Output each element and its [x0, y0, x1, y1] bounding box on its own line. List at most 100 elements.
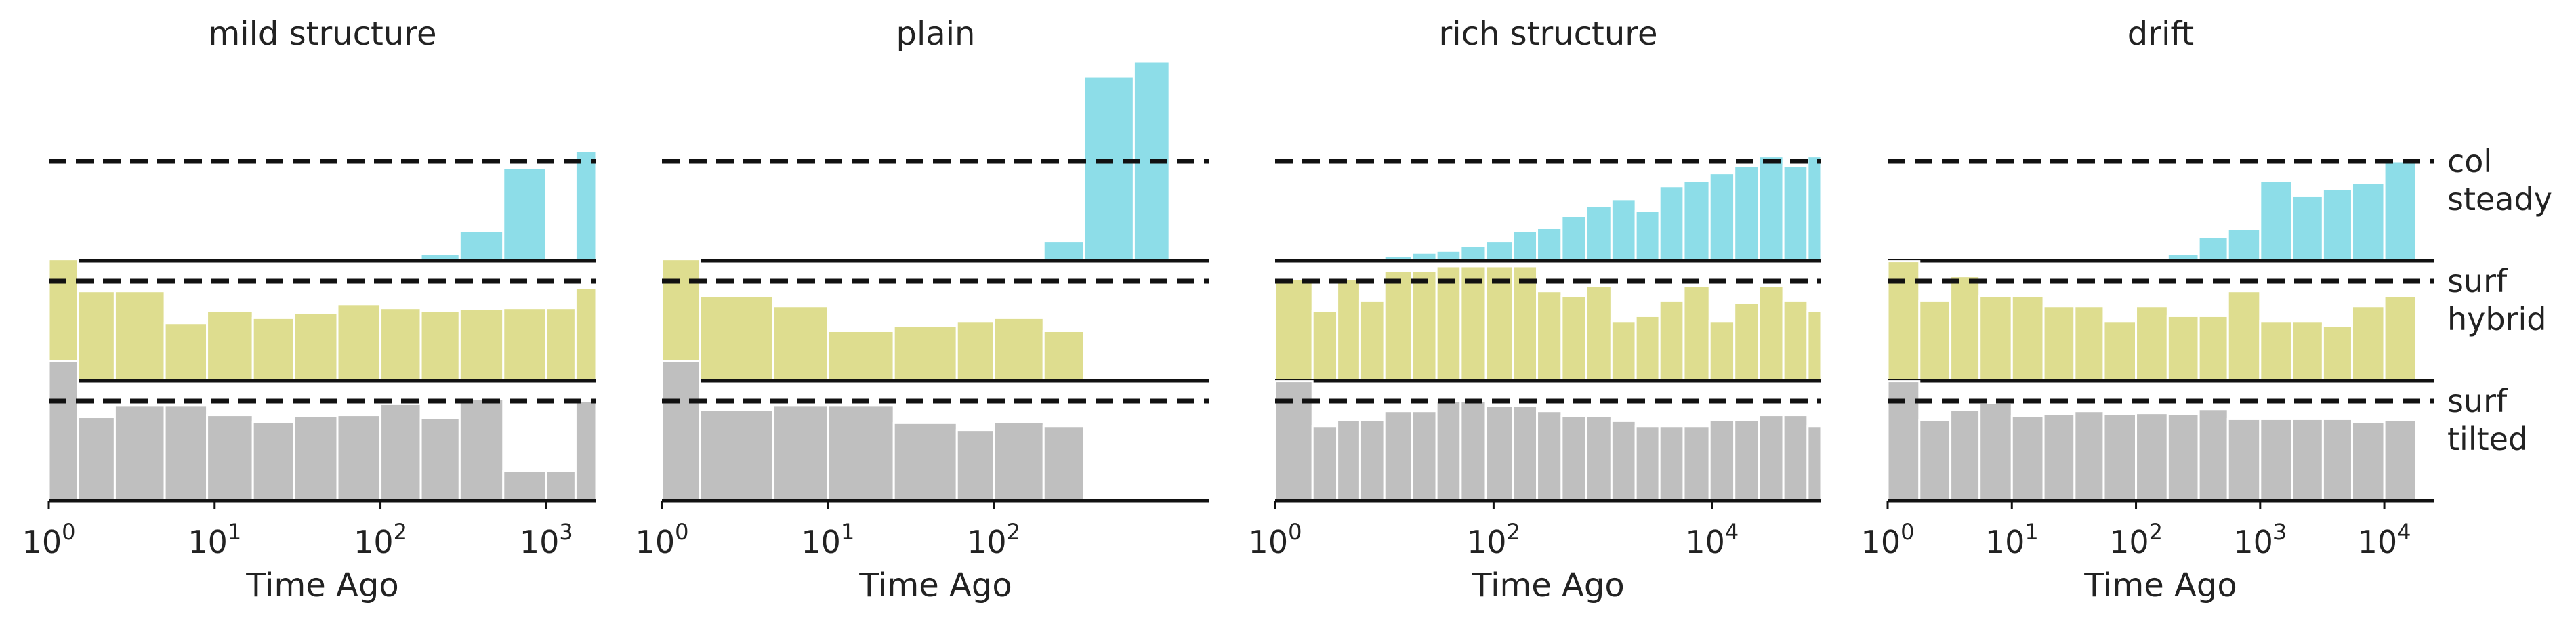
bar-col: [1512, 230, 1539, 262]
bar-tilted: [113, 404, 166, 502]
bar-hybrid: [1274, 278, 1314, 382]
bar-tilted: [1634, 425, 1661, 502]
bar-hybrid: [2226, 290, 2262, 382]
bar-tilted: [1484, 404, 1514, 502]
bar-tilted: [1560, 415, 1587, 502]
bar-hybrid: [1042, 330, 1085, 382]
bar-col: [1682, 180, 1711, 262]
panel-1: plain 100 101 102 Time Ago: [636, 15, 1209, 604]
bar-tilted: [1336, 419, 1361, 502]
panel-title: rich structure: [1439, 15, 1658, 53]
bar-hybrid: [993, 316, 1045, 382]
bar-tilted: [955, 429, 995, 502]
bar-hybrid: [1560, 295, 1587, 382]
bar-col: [1708, 172, 1736, 262]
bar-tilted: [251, 421, 295, 502]
bar-tilted: [1978, 402, 2013, 502]
bar-tilted: [2259, 417, 2293, 502]
bar-hybrid: [77, 290, 116, 382]
bar-hybrid: [2042, 305, 2076, 382]
bar-hybrid: [574, 287, 598, 382]
bar-col: [2259, 180, 2293, 262]
bar-col: [2197, 236, 2229, 262]
x-tick-label: 102: [2109, 519, 2163, 560]
panel-title: plain: [896, 15, 976, 53]
bar-hybrid: [251, 316, 295, 382]
x-tick-label: 100: [1249, 519, 1302, 560]
panels: mild structure 100 101 102 103 Time Ago plain 1…: [22, 15, 2434, 604]
bar-tilted: [379, 402, 422, 502]
bar-hybrid: [206, 310, 254, 382]
bar-hybrid: [1634, 314, 1661, 382]
bar-tilted: [2010, 415, 2045, 502]
bar-tilted: [1758, 414, 1785, 502]
bar-hybrid: [1918, 299, 1952, 382]
bar-tilted: [2197, 408, 2229, 502]
row-label: hybrid: [2447, 301, 2546, 337]
bar-hybrid: [2291, 320, 2324, 382]
bar-hybrid: [892, 325, 958, 382]
bar-tilted: [827, 404, 895, 502]
bar-hybrid: [163, 322, 209, 382]
bar-hybrid: [1585, 285, 1613, 382]
bar-col: [1484, 240, 1514, 262]
x-axis-label: Time Ago: [2083, 566, 2237, 604]
x-tick-label: 100: [22, 519, 76, 560]
bar-tilted: [1782, 414, 1809, 502]
row-label: col: [2447, 143, 2492, 180]
bar-tilted: [2350, 421, 2386, 502]
x-axis-label: Time Ago: [858, 566, 1012, 604]
bar-col: [1459, 245, 1487, 262]
bar-hybrid: [293, 312, 339, 382]
bar-tilted: [2102, 413, 2138, 502]
bar-hybrid: [699, 295, 775, 382]
x-tick-label: 102: [354, 519, 407, 560]
bar-tilted: [336, 414, 382, 502]
bar-col: [1536, 226, 1563, 262]
bar-tilted: [545, 470, 577, 502]
bar-col: [458, 230, 505, 262]
x-tick-label: 100: [1861, 519, 1915, 560]
bar-hybrid: [113, 290, 166, 382]
bar-tilted: [993, 421, 1045, 502]
bar-tilted: [163, 404, 209, 502]
bar-tilted: [1806, 425, 1823, 502]
bar-hybrid: [1610, 320, 1637, 382]
x-tick-label: 102: [1467, 519, 1520, 560]
bar-hybrid: [955, 320, 995, 382]
bar-tilted: [1311, 425, 1339, 502]
bar-col: [1560, 215, 1587, 262]
bar-tilted: [1435, 400, 1462, 502]
bar-hybrid: [1383, 270, 1413, 382]
panel-title: drift: [2127, 15, 2194, 53]
bar-col: [1782, 165, 1809, 262]
bar-tilted: [1708, 419, 1736, 502]
bar-col: [574, 150, 598, 262]
bar-hybrid: [1806, 310, 1823, 382]
bar-col: [1658, 185, 1685, 262]
bar-hybrid: [1512, 265, 1539, 382]
x-tick-label: 101: [188, 519, 241, 560]
x-tick-label: 100: [636, 519, 689, 560]
bar-tilted: [1042, 425, 1085, 502]
bar-col: [1634, 210, 1661, 262]
bar-tilted: [1585, 415, 1613, 502]
bar-hybrid: [1358, 299, 1386, 382]
bar-tilted: [2383, 419, 2417, 502]
bar-tilted: [47, 360, 79, 502]
x-tick-label: 102: [967, 519, 1020, 560]
bar-hybrid: [419, 310, 461, 382]
bar-tilted: [1383, 410, 1413, 502]
bar-tilted: [1536, 410, 1563, 502]
bar-hybrid: [827, 330, 895, 382]
bar-hybrid: [2135, 305, 2169, 382]
panel-3: drift 100 101 102 103 104 Time Ago: [1861, 15, 2434, 604]
bar-tilted: [772, 404, 829, 502]
bar-tilted: [1512, 404, 1539, 502]
bar-hybrid: [2383, 295, 2417, 382]
row-label: surf: [2447, 263, 2508, 299]
bar-tilted: [2073, 410, 2105, 502]
bar-tilted: [2166, 413, 2200, 502]
bar-col: [2321, 188, 2353, 262]
bar-col: [1758, 155, 1785, 262]
